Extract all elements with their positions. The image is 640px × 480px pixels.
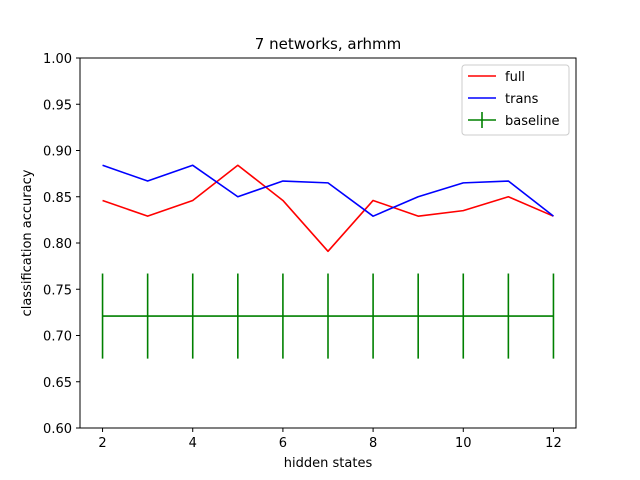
x-axis: 2 4 6 8 10 12 [98, 428, 562, 451]
y-axis: 0.60 0.65 0.70 0.75 0.80 0.85 0.90 0.95 1.00 [43, 52, 80, 437]
series-line-full [102, 164, 554, 253]
x-tick-label: 6 [279, 436, 287, 451]
y-axis-label: classification accuracy [20, 169, 35, 316]
x-tick-label: 2 [98, 436, 106, 451]
y-tick-label: 0.90 [43, 145, 72, 160]
x-tick-label: 4 [189, 436, 197, 451]
y-tick-label: 1.00 [43, 52, 72, 67]
series-line-trans [102, 164, 554, 217]
y-tick-label: 0.75 [43, 283, 72, 298]
x-tick-label: 10 [455, 436, 472, 451]
x-tick-label: 12 [545, 436, 562, 451]
legend-label-full: full [505, 70, 525, 85]
x-axis-label: hidden states [284, 456, 373, 471]
y-tick-label: 0.65 [43, 376, 72, 391]
legend: full trans baseline [461, 64, 570, 136]
legend-label-baseline: baseline [505, 114, 559, 129]
legend-box [461, 64, 570, 136]
x-tick-label: 8 [369, 436, 377, 451]
chart-title: 7 networks, arhmm [255, 35, 401, 53]
y-tick-label: 0.70 [43, 330, 72, 345]
y-tick-label: 0.95 [43, 98, 72, 113]
legend-label-trans: trans [505, 92, 539, 107]
y-tick-label: 0.80 [43, 237, 72, 252]
y-tick-label: 0.85 [43, 191, 72, 206]
y-tick-label: 0.60 [43, 422, 72, 437]
plot-area [101, 164, 555, 359]
